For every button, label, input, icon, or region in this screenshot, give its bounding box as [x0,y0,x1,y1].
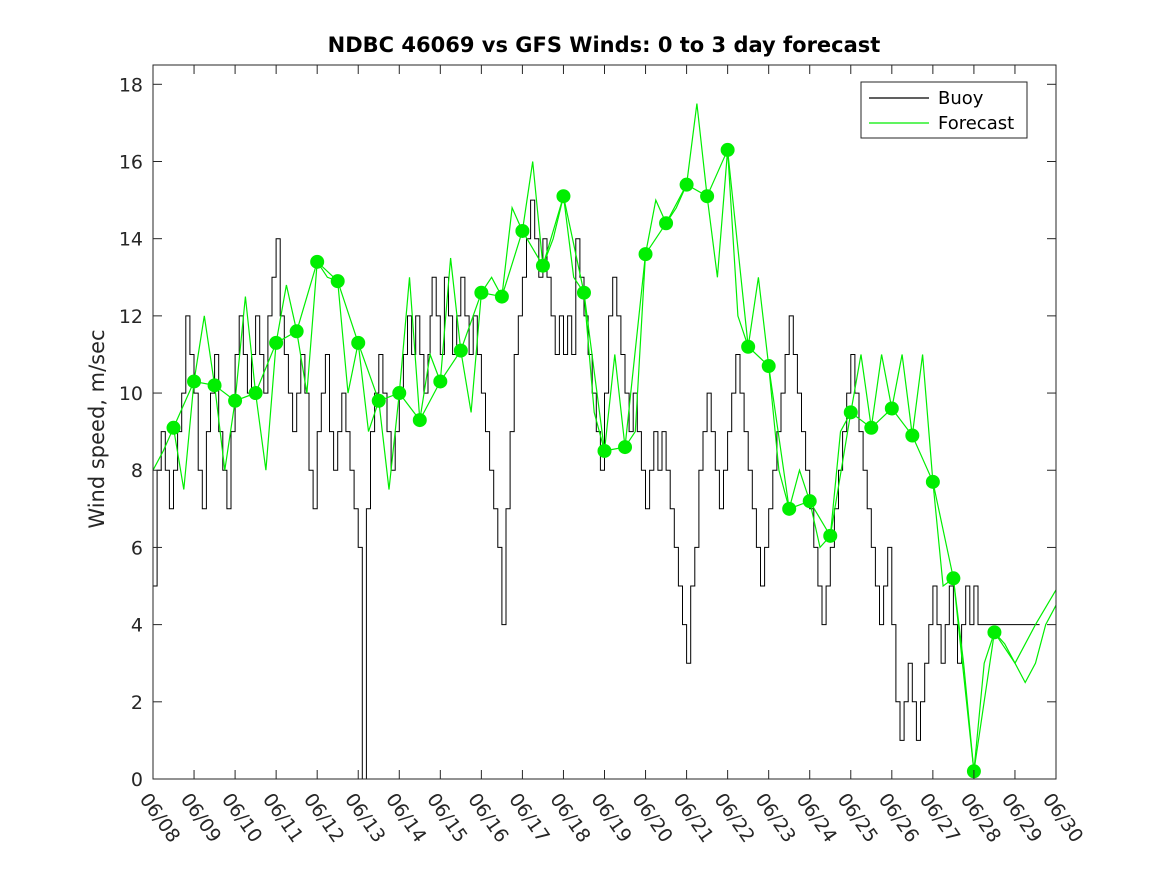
forecast-marker [187,374,202,389]
y-tick-label: 4 [131,615,143,637]
forecast-marker [207,378,222,393]
legend-entry: Buoy [938,88,984,109]
forecast-marker [823,528,838,543]
legend: Buoy Forecast [860,81,1028,139]
forecast-marker [597,443,612,458]
forecast-marker [289,324,304,339]
y-tick-label: 6 [131,537,143,559]
series-line-buoy [153,199,1040,780]
forecast-marker [679,177,694,192]
forecast-marker [638,247,653,262]
forecast-marker [371,393,386,408]
chart-title: NDBC 46069 vs GFS Winds: 0 to 3 day fore… [328,33,881,57]
forecast-marker [741,339,756,354]
forecast-marker [700,189,715,204]
forecast-marker [946,571,961,586]
forecast-marker [351,335,366,350]
y-tick-label: 16 [119,151,143,173]
forecast-marker [556,189,571,204]
forecast-marker [392,386,407,401]
forecast-marker [228,393,243,408]
legend-entry: Forecast [938,113,1014,134]
forecast-marker [576,285,591,300]
forecast-marker [310,254,325,269]
y-tick-label: 10 [119,383,143,405]
legend-box [860,81,1028,139]
forecast-marker [618,440,633,455]
forecast-marker [864,420,879,435]
forecast-marker [905,428,920,443]
forecast-marker [884,401,899,416]
forecast-marker [330,274,345,289]
forecast-marker [720,142,735,157]
y-tick-label: 12 [119,306,143,328]
y-tick-label: 0 [131,769,143,791]
forecast-marker [535,258,550,273]
forecast-marker [474,285,489,300]
y-tick-label: 8 [131,460,143,482]
y-tick-label: 14 [119,229,143,251]
forecast-marker [782,501,797,516]
forecast-marker [843,405,858,420]
y-axis-label: Wind speed, m/sec [85,329,109,528]
forecast-marker [802,494,817,509]
forecast-marker [269,335,284,350]
forecast-marker [659,216,674,231]
forecast-marker [515,223,530,238]
forecast-marker [494,289,509,304]
forecast-marker [248,386,263,401]
forecast-marker [925,474,940,489]
forecast-marker [453,343,468,358]
y-tick-label: 2 [131,692,143,714]
forecast-marker [166,420,181,435]
y-tick-label: 18 [119,74,143,96]
forecast-marker [412,413,427,428]
forecast-marker [433,374,448,389]
forecast-marker [987,625,1002,640]
forecast-marker [761,359,776,374]
